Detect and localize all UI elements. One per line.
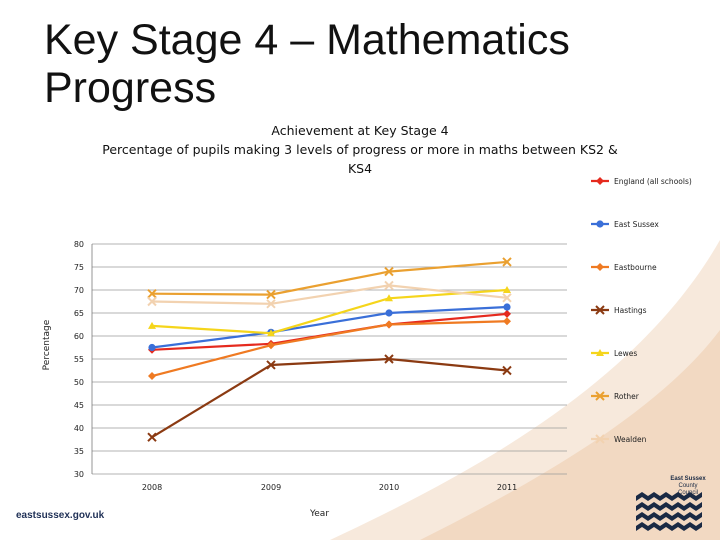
x-tick-label: 2011	[497, 483, 517, 492]
chart-title-block: Achievement at Key Stage 4 Percentage of…	[60, 121, 660, 178]
legend-marker	[596, 349, 604, 356]
data-point	[266, 289, 276, 300]
data-point	[385, 309, 393, 317]
data-point	[385, 294, 393, 302]
data-point	[267, 329, 275, 337]
data-point	[266, 360, 276, 370]
data-point	[503, 286, 511, 293]
data-point	[147, 432, 157, 442]
x-tick-label: 2010	[379, 483, 399, 492]
x-axis-label: Year	[309, 509, 329, 519]
chart-title: Achievement at Key Stage 4	[271, 123, 449, 138]
legend-label: Lewes	[614, 349, 637, 358]
slide-title: Key Stage 4 – Mathematics Progress	[44, 16, 684, 112]
data-point	[267, 341, 275, 350]
legend-marker	[596, 220, 604, 228]
legend-label: Hastings	[614, 306, 647, 315]
y-tick-label: 80	[74, 240, 84, 249]
data-point	[147, 288, 157, 299]
legend-marker	[595, 434, 605, 444]
data-point	[385, 320, 393, 329]
logo-text: East Sussex County Council	[668, 476, 708, 497]
chart-subtitle-line1: Percentage of pupils making 3 levels of …	[102, 142, 618, 157]
legend-marker	[595, 391, 605, 401]
chart-subtitle-line2: KS4	[347, 161, 373, 176]
data-point	[503, 303, 511, 311]
data-point	[502, 365, 512, 376]
y-tick-label: 55	[74, 355, 84, 364]
y-tick-label: 65	[74, 309, 84, 318]
footer-url[interactable]: eastsussex.gov.uk	[16, 510, 105, 521]
series-line	[151, 312, 508, 351]
y-axis-label: Percentage	[42, 319, 52, 370]
logo-text-line1: East Sussex	[670, 476, 706, 482]
data-point	[266, 299, 276, 309]
legend-label: Wealden	[614, 435, 647, 444]
logo-text-line2: County Council	[677, 483, 698, 496]
y-tick-label: 45	[74, 401, 84, 410]
legend-label: Rother	[614, 392, 640, 401]
legend-marker	[595, 305, 605, 315]
data-point	[148, 343, 156, 352]
data-point	[503, 309, 511, 318]
y-tick-label: 70	[74, 286, 84, 295]
legend-label: East Sussex	[614, 220, 659, 229]
data-point	[147, 296, 157, 307]
series-line	[151, 305, 508, 349]
data-point	[503, 317, 511, 326]
data-point	[384, 266, 394, 277]
data-point	[502, 293, 512, 303]
y-tick-label: 35	[74, 447, 84, 456]
series-line	[151, 357, 508, 439]
legend-marker	[596, 177, 604, 185]
y-tick-label: 30	[74, 470, 84, 479]
y-tick-label: 50	[74, 378, 84, 387]
legend-label: Eastbourne	[614, 263, 657, 272]
data-point	[384, 354, 394, 364]
slide-title-line1: Key Stage 4 – Mathematics	[44, 16, 570, 64]
data-point	[148, 372, 156, 381]
slide-title-line2: Progress	[44, 64, 217, 112]
data-point	[502, 257, 512, 267]
series-line	[151, 284, 508, 305]
series-line	[151, 320, 508, 378]
data-point	[148, 321, 156, 329]
y-tick-label: 75	[74, 263, 84, 272]
x-tick-label: 2008	[142, 483, 162, 492]
y-tick-label: 60	[74, 332, 84, 341]
legend-marker	[596, 263, 604, 271]
legend-label: England (all schools)	[614, 177, 692, 186]
y-tick-label: 40	[74, 424, 84, 433]
county-council-logo	[636, 492, 702, 531]
series-line	[151, 260, 508, 296]
data-point	[384, 280, 394, 291]
x-tick-label: 2009	[261, 483, 281, 492]
series-line	[151, 288, 508, 335]
